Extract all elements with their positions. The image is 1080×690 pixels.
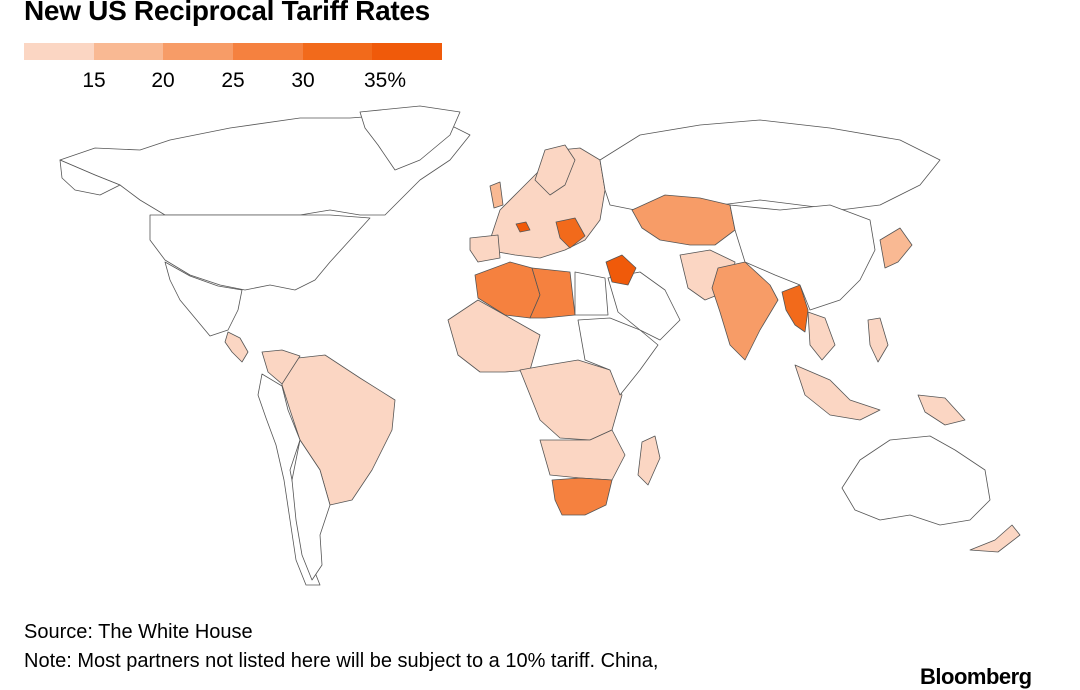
greenland-region	[359, 105, 461, 171]
iraq-syria-region	[605, 254, 637, 286]
legend-label-30: 30	[291, 69, 315, 92]
legend-swatch-2	[93, 43, 164, 60]
western-south-america-region	[257, 373, 321, 586]
central-africa-region	[519, 359, 623, 441]
egypt-region	[574, 271, 609, 316]
legend-swatch-5	[302, 43, 373, 60]
madagascar-region	[637, 435, 661, 486]
philippines-region	[867, 317, 889, 363]
new-guinea-region	[917, 394, 966, 426]
east-africa-region	[577, 317, 659, 396]
northern-south-america-region	[261, 349, 301, 385]
switzerland-region	[515, 221, 531, 233]
world-map	[59, 105, 1021, 586]
source-note: Source: The White House	[24, 621, 253, 643]
libya-region	[529, 267, 576, 319]
iberia-region	[469, 234, 501, 263]
legend-swatch-4	[233, 43, 303, 60]
indochina-region	[807, 311, 836, 361]
central-america-region	[224, 331, 249, 363]
legend-label-20: 20	[151, 69, 175, 92]
brazil-region	[279, 354, 396, 506]
bloomberg-logo: Bloomberg	[920, 664, 1032, 689]
southeast-asia-islands-region	[794, 364, 881, 421]
southern-africa-region	[539, 429, 626, 481]
china-region	[729, 204, 876, 311]
india-region	[711, 261, 779, 361]
legend-swatch-1	[24, 43, 94, 60]
legend-label-35: 35%	[363, 69, 407, 92]
korea-japan-region	[879, 227, 913, 269]
middle-east-region	[607, 271, 681, 341]
legend-swatch-6	[372, 43, 443, 60]
kazakhstan-region	[631, 194, 736, 246]
legend-label-15: 15	[82, 69, 106, 92]
russia-region	[599, 119, 941, 211]
scandinavia-region	[534, 144, 576, 196]
south-africa-region	[551, 477, 613, 516]
new-zealand-region	[969, 524, 1021, 553]
mexico-region	[164, 261, 243, 337]
united-states-region	[149, 214, 371, 291]
balkans-region	[555, 217, 586, 249]
legend-label-25: 25	[221, 69, 245, 92]
chart-title: New US Reciprocal Tariff Rates	[24, 0, 430, 26]
color-legend: 15 20 25 30 35%	[24, 43, 444, 93]
canada-region	[59, 114, 471, 216]
australia-region	[841, 435, 991, 526]
legend-color-bar	[24, 43, 443, 60]
footnote: Note: Most partners not listed here will…	[24, 650, 659, 672]
legend-swatch-3	[163, 43, 234, 60]
argentina-region	[291, 439, 331, 581]
uk-region	[489, 181, 504, 209]
alaska-region	[59, 159, 121, 196]
